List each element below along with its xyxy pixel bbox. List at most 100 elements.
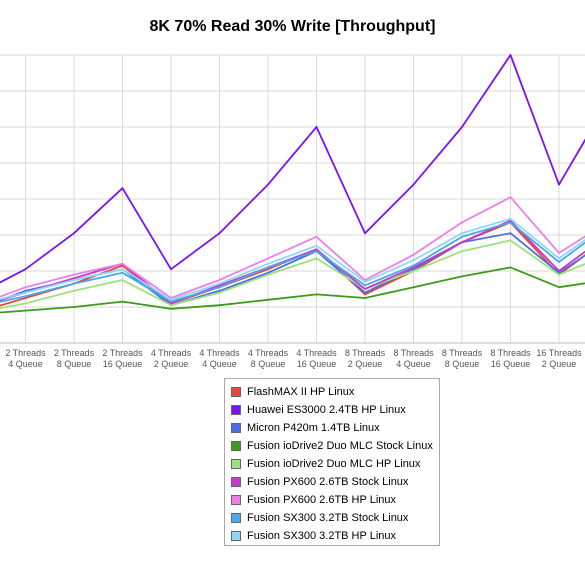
data-point [73,279,75,281]
data-point [412,253,415,256]
series-line-5 [0,219,585,305]
data-point [73,306,75,308]
data-point [24,297,27,299]
data-point [121,268,124,271]
series-line-6 [0,196,585,299]
x-tick-label: 4 Threads [151,348,192,358]
data-point [461,241,463,244]
legend-label: Fusion ioDrive2 Duo MLC HP Linux [247,458,421,470]
legend-swatch [231,405,241,415]
data-point [558,261,560,263]
x-tick-label: 16 Threads [536,348,582,358]
data-point [170,307,172,310]
data-point [461,126,463,128]
data-point [121,279,124,281]
legend-item: FlashMAX II HP Linux [231,383,439,401]
data-point [170,302,172,305]
data-point [461,275,463,278]
x-tick-label: 4 Queue [202,359,237,369]
x-tick-label: 4 Threads [199,348,240,358]
data-point [73,277,75,280]
data-point [412,286,415,289]
data-point [315,126,318,128]
data-point [364,284,366,287]
data-point [121,271,124,274]
data-point [315,293,318,296]
legend-item: Micron P420m 1.4TB Linux [231,419,439,437]
x-tick-label: 2 Queue [348,359,383,369]
x-tick-label: 2 Threads [54,348,95,358]
data-point [24,309,27,312]
data-point [412,270,415,272]
data-point [315,257,318,260]
data-point [170,298,172,301]
legend-swatch [231,513,241,523]
data-point [73,282,75,285]
data-point [558,252,560,254]
data-point [24,289,27,292]
x-tick-label: 2 Threads [5,348,46,358]
data-point [121,262,124,265]
legend-item: Fusion ioDrive2 Duo MLC Stock Linux [231,437,439,455]
data-point [218,291,221,294]
chart-legend: FlashMAX II HP Linux Huawei ES3000 2.4TB … [224,378,440,546]
data-point [315,250,318,253]
x-tick-label: 8 Threads [490,348,531,358]
legend-label: Fusion SX300 3.2TB Stock Linux [247,512,409,524]
x-tick-label: 8 Threads [393,348,434,358]
data-point [558,270,560,272]
data-point [267,273,269,276]
data-point [267,262,269,265]
data-point [73,232,75,235]
data-point [364,297,366,299]
data-point [24,291,27,294]
x-tick-label: 16 Queue [297,359,337,369]
legend-item: Fusion PX600 2.6TB HP Linux [231,491,439,509]
data-point [509,232,512,235]
data-point [267,183,269,186]
data-point [364,291,366,294]
chart-title: 8K 70% Read 30% Write [Throughput] [149,18,436,35]
series-line-8 [0,217,585,301]
x-tick-label: 16 Queue [103,359,143,369]
data-point [267,257,269,260]
legend-label: FlashMAX II HP Linux [247,386,355,398]
data-point [412,268,415,271]
data-point [412,183,415,186]
x-tick-label: 4 Queue [8,359,43,369]
data-point [170,300,172,303]
data-point [412,266,415,269]
legend-swatch [231,531,241,541]
data-point [218,284,221,287]
legend-item: Huawei ES3000 2.4TB HP Linux [231,401,439,419]
data-point [121,187,124,190]
legend-item: Fusion PX600 2.6TB Stock Linux [231,473,439,491]
x-tick-label: 8 Threads [442,348,483,358]
legend-label: Fusion ioDrive2 Duo MLC Stock Linux [247,440,433,452]
legend-item: Fusion SX300 3.2TB Stock Linux [231,509,439,527]
legend-swatch [231,423,241,433]
data-point [364,280,366,283]
data-point [218,279,221,281]
data-point [218,286,221,289]
data-point [218,232,221,235]
data-point [558,183,560,186]
x-tick-label: 2 Queue [154,359,189,369]
legend-label: Fusion PX600 2.6TB Stock Linux [247,476,409,488]
data-point [461,232,463,235]
data-point [121,300,124,303]
data-point [558,286,560,289]
x-tick-label: 4 Queue [396,359,431,369]
chart-series [0,54,585,314]
x-tick-label: 4 Threads [248,348,289,358]
legend-label: Micron P420m 1.4TB Linux [247,422,380,434]
data-point [509,217,512,220]
series-line-3 [0,266,585,314]
data-point [24,295,27,298]
x-tick-label: 2 Threads [102,348,143,358]
data-point [170,304,172,307]
data-point [412,259,415,262]
data-point [412,264,415,267]
chart-grid [0,54,585,344]
